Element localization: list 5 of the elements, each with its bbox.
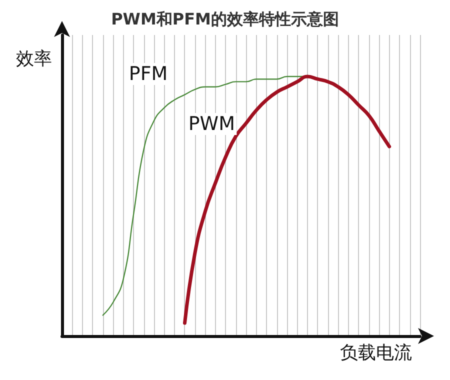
y-axis-title: 效率 xyxy=(16,48,52,70)
series-label: PWM xyxy=(186,112,237,135)
x-axis-title: 负载电流 xyxy=(340,342,412,364)
chart-title: PWM和PFM的效率特性示意图 xyxy=(111,10,339,28)
series-label: PFM xyxy=(126,62,170,85)
